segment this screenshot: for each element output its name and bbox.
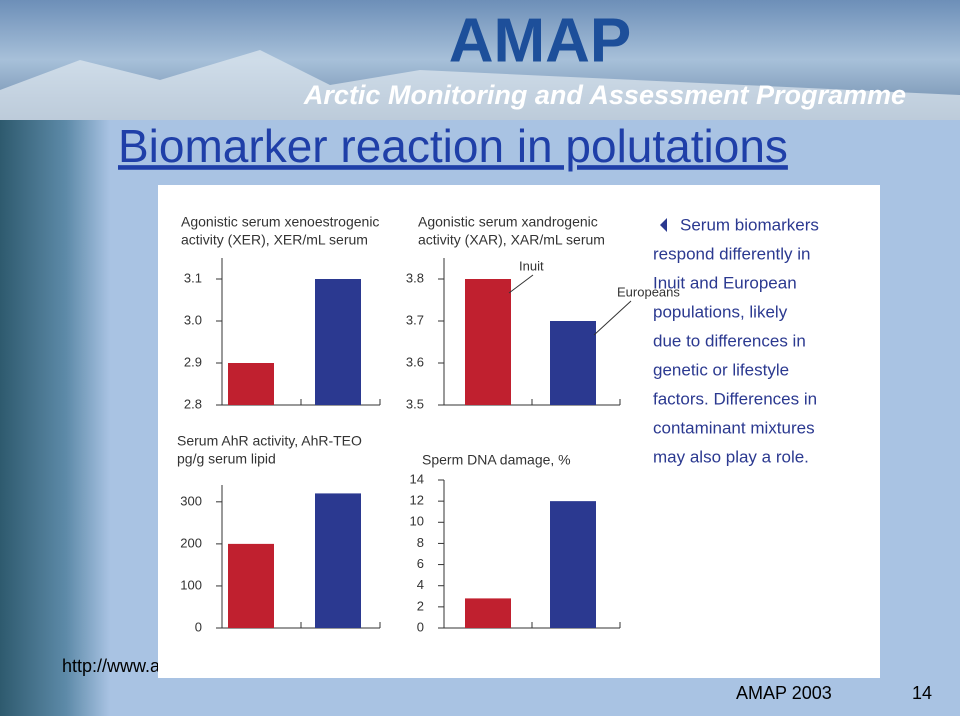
chart-title: Sperm DNA damage, % xyxy=(422,452,571,468)
y-tick-label: 100 xyxy=(180,577,202,592)
annotation: Europeans xyxy=(617,284,680,299)
header-ice xyxy=(0,50,960,120)
y-tick-label: 3.1 xyxy=(184,270,202,285)
chart-title: Serum AhR activity, AhR-TEO xyxy=(177,433,362,449)
y-tick-label: 3.8 xyxy=(406,270,424,285)
url: http://www.a xyxy=(62,656,161,676)
chart-title: Agonistic serum xandrogenic xyxy=(418,214,598,230)
chart-title: activity (XER), XER/mL serum xyxy=(181,232,368,248)
y-tick-label: 2.9 xyxy=(184,354,202,369)
y-tick-label: 14 xyxy=(410,471,424,486)
y-tick-label: 3.7 xyxy=(406,312,424,327)
y-tick-label: 2 xyxy=(417,598,424,613)
y-tick-label: 4 xyxy=(417,577,424,592)
figure xyxy=(158,185,880,678)
bar xyxy=(465,279,511,405)
header-subtitle: Arctic Monitoring and Assessment Program… xyxy=(303,80,906,110)
side-text: factors. Differences in xyxy=(653,389,817,408)
annotation-leader xyxy=(593,300,632,336)
y-tick-label: 8 xyxy=(417,535,424,550)
bar xyxy=(228,363,274,405)
y-tick-label: 0 xyxy=(195,619,202,634)
y-tick-label: 300 xyxy=(180,493,202,508)
y-tick-label: 0 xyxy=(417,619,424,634)
y-tick-label: 3.0 xyxy=(184,312,202,327)
annotation-leader xyxy=(508,274,534,294)
side-text: genetic or lifestyle xyxy=(653,360,789,379)
bar xyxy=(465,598,511,628)
bar xyxy=(550,501,596,628)
chart-title: Agonistic serum xenoestrogenic xyxy=(181,214,379,230)
chart-title: pg/g serum lipid xyxy=(177,451,276,467)
side-text: may also play a role. xyxy=(653,447,809,466)
y-tick-label: 12 xyxy=(410,493,424,508)
y-tick-label: 3.6 xyxy=(406,354,424,369)
side-text: due to differences in xyxy=(653,331,806,350)
y-tick-label: 3.5 xyxy=(406,396,424,411)
y-tick-label: 6 xyxy=(417,556,424,571)
side-text: Inuit and European xyxy=(653,273,797,292)
bar xyxy=(228,543,274,628)
side-text: Serum biomarkers xyxy=(680,215,819,234)
slide-title: Biomarker reaction in polutations xyxy=(118,120,788,172)
y-tick-label: 2.8 xyxy=(184,396,202,411)
bar xyxy=(315,493,361,628)
left-band xyxy=(0,120,110,716)
page-number: 14 xyxy=(912,683,932,703)
annotation: Inuit xyxy=(519,258,544,273)
footer-source: AMAP 2003 xyxy=(736,683,832,703)
side-text: respond differently in xyxy=(653,244,811,263)
bullet xyxy=(660,218,667,232)
y-tick-label: 10 xyxy=(410,514,424,529)
bar xyxy=(315,279,361,405)
y-tick-label: 200 xyxy=(180,535,202,550)
side-text: contaminant mixtures xyxy=(653,418,815,437)
side-text: populations, likely xyxy=(653,302,788,321)
logo: AMAP xyxy=(449,6,632,75)
chart-title: activity (XAR), XAR/mL serum xyxy=(418,232,605,248)
bar xyxy=(550,321,596,405)
